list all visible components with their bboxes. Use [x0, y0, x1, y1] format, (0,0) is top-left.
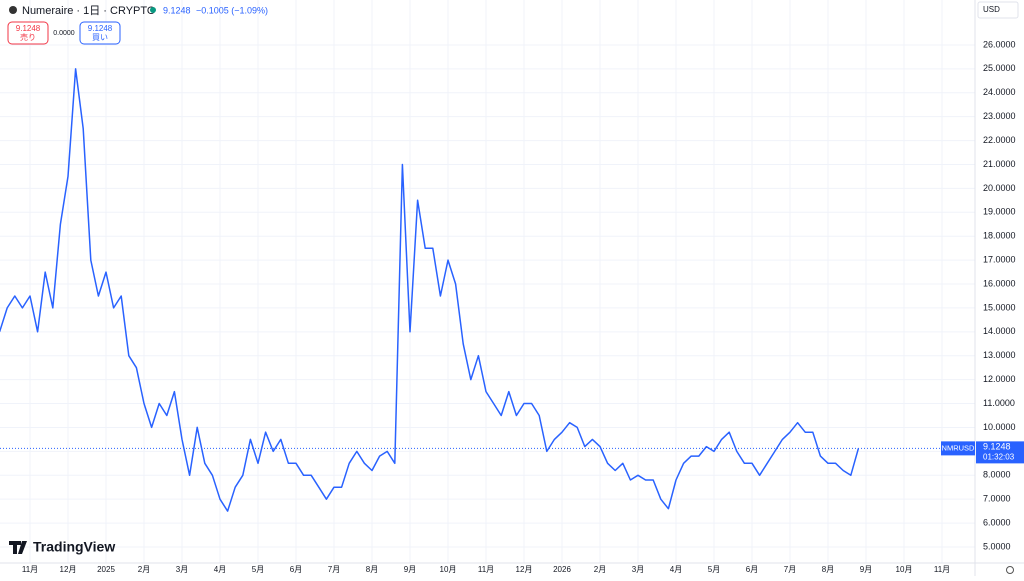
spread: 0.0000: [53, 30, 75, 37]
y-tick-label: 24.0000: [983, 87, 1016, 97]
x-tick-label: 9月: [404, 565, 416, 574]
symbol-icon: [9, 6, 17, 14]
logo: TradingView: [33, 539, 115, 555]
y-tick-label: 7.0000: [983, 494, 1011, 504]
x-tick-label: 7月: [328, 565, 340, 574]
x-tick-label: 5月: [252, 565, 264, 574]
sell-button[interactable]: [7, 21, 49, 45]
x-tick-label: 9月: [860, 565, 872, 574]
series-name: NMRUSD: [942, 443, 975, 452]
y-tick-label: 8.0000: [983, 470, 1011, 480]
price-tag: [976, 441, 1024, 464]
buy-button[interactable]: [79, 21, 121, 45]
logo-icon: [9, 541, 27, 554]
x-tick-label: 2月: [594, 565, 606, 574]
x-tick-label: 11月: [934, 565, 950, 574]
y-tick-label: 14.0000: [983, 326, 1016, 336]
x-tick-label: 8月: [366, 565, 378, 574]
y-tick-label: 15.0000: [983, 302, 1016, 312]
y-tick-label: 19.0000: [983, 207, 1016, 217]
sell-price: 9.1248: [16, 24, 41, 33]
y-tick-label: 26.0000: [983, 39, 1016, 49]
buy-price: 9.1248: [88, 24, 113, 33]
x-tick-label: 8月: [822, 565, 834, 574]
x-tick-label: 10月: [440, 565, 457, 574]
x-tick-label: 7月: [784, 565, 796, 574]
currency-select[interactable]: [977, 1, 1019, 19]
y-tick-label: 25.0000: [983, 63, 1016, 73]
change: −0.1005 (−1.09%): [196, 5, 268, 15]
price-tag-time: 01:32:03: [983, 452, 1015, 461]
x-tick-label: 5月: [708, 565, 720, 574]
y-tick-label: 11.0000: [983, 398, 1015, 408]
series-tag: [941, 441, 975, 456]
y-tick-label: 6.0000: [983, 517, 1011, 527]
y-tick-label: 5.0000: [983, 541, 1011, 551]
currency: USD: [983, 5, 1000, 14]
x-tick-label: 2月: [138, 565, 150, 574]
x-tick-label: 4月: [214, 565, 226, 574]
y-tick-label: 10.0000: [983, 422, 1016, 432]
x-tick-label: 6月: [290, 565, 302, 574]
x-tick-label: 11月: [478, 565, 494, 574]
y-tick-label: 20.0000: [983, 183, 1016, 193]
settings-icon[interactable]: [1006, 566, 1014, 574]
x-tick-label: 11月: [22, 565, 38, 574]
y-tick-label: 12.0000: [983, 374, 1016, 384]
last-price: 9.1248: [163, 5, 191, 15]
x-tick-label: 2026: [553, 565, 571, 574]
x-tick-label: 4月: [670, 565, 682, 574]
x-tick-label: 3月: [176, 565, 188, 574]
x-tick-label: 2025: [97, 565, 115, 574]
x-tick-label: 12月: [516, 565, 533, 574]
y-tick-label: 17.0000: [983, 254, 1016, 264]
price-line: [0, 68, 860, 512]
y-tick-label: 22.0000: [983, 135, 1016, 145]
x-tick-label: 12月: [60, 565, 77, 574]
y-tick-label: 13.0000: [983, 350, 1016, 360]
y-tick-label: 18.0000: [983, 231, 1016, 241]
status-dot: [150, 7, 156, 13]
sell-label: 売り: [20, 32, 36, 42]
buy-label: 買い: [92, 33, 108, 42]
symbol: Numeraire · 1日 · CRYPTO: [22, 5, 156, 17]
x-tick-label: 3月: [632, 565, 644, 574]
x-tick-label: 6月: [746, 565, 758, 574]
y-tick-label: 21.0000: [983, 159, 1016, 169]
y-tick-label: 23.0000: [983, 111, 1016, 121]
y-tick-label: 16.0000: [983, 278, 1016, 288]
price-tag-value: 9.1248: [983, 442, 1011, 452]
x-tick-label: 10月: [896, 565, 913, 574]
